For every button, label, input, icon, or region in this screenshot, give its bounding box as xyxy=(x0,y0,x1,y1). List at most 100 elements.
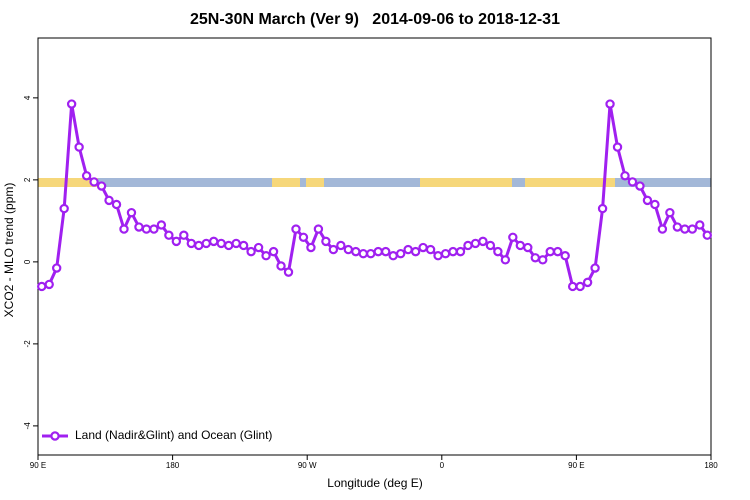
x-tick-label: 90 E xyxy=(568,461,584,470)
point xyxy=(141,224,152,234)
point xyxy=(418,242,428,253)
point xyxy=(104,195,114,206)
point xyxy=(186,238,196,249)
point xyxy=(81,171,92,181)
chart-title: 25N-30N March (Ver 9) 2014-09-06 to 2018… xyxy=(190,11,560,28)
point xyxy=(687,224,698,234)
point xyxy=(395,248,406,259)
point xyxy=(455,246,466,257)
point xyxy=(575,281,585,292)
point xyxy=(44,279,54,290)
point xyxy=(665,207,675,218)
point xyxy=(373,246,383,257)
x-tick-label: 180 xyxy=(166,461,180,470)
point xyxy=(201,238,211,249)
point xyxy=(268,246,279,257)
point xyxy=(657,224,668,234)
y-tick-label: -2 xyxy=(23,340,32,348)
x-tick-label: 90 W xyxy=(298,461,317,470)
point xyxy=(612,142,623,152)
point xyxy=(410,246,421,257)
x-tick-label: 0 xyxy=(440,461,445,470)
point xyxy=(313,224,324,234)
point xyxy=(111,199,122,210)
point xyxy=(223,240,234,251)
point xyxy=(328,244,339,255)
point xyxy=(343,244,354,255)
point xyxy=(134,222,144,232)
point xyxy=(553,246,563,257)
point xyxy=(298,232,309,242)
point xyxy=(231,238,241,249)
point xyxy=(433,251,443,261)
point xyxy=(567,281,578,292)
point xyxy=(246,246,256,257)
point xyxy=(650,199,660,210)
point xyxy=(276,261,286,271)
point xyxy=(261,251,271,261)
point xyxy=(485,240,496,251)
point xyxy=(530,253,540,263)
point xyxy=(508,232,518,242)
point xyxy=(336,240,346,251)
point xyxy=(515,240,526,251)
y-tick-label: 4 xyxy=(23,95,32,100)
point xyxy=(448,246,458,257)
point xyxy=(403,244,413,255)
point xyxy=(37,281,47,292)
point xyxy=(695,220,705,230)
point xyxy=(388,251,398,261)
y-tick-label: 2 xyxy=(23,177,32,182)
legend-marker xyxy=(50,431,60,441)
point xyxy=(216,238,226,249)
point xyxy=(179,230,189,240)
point xyxy=(500,255,511,265)
point xyxy=(74,142,84,152)
point xyxy=(672,222,683,232)
point xyxy=(440,248,451,259)
point xyxy=(126,207,137,218)
point xyxy=(493,246,503,257)
point xyxy=(642,195,653,206)
point xyxy=(478,236,488,247)
point xyxy=(425,244,436,255)
point xyxy=(164,230,174,240)
point xyxy=(149,224,159,234)
point xyxy=(358,248,368,259)
point xyxy=(209,236,219,247)
point xyxy=(89,177,99,187)
x-tick-label: 90 E xyxy=(30,461,46,470)
plot-frame xyxy=(37,37,712,456)
point xyxy=(156,220,167,230)
y-axis-label: XCO2 - MLO trend (ppm) xyxy=(2,183,16,318)
point xyxy=(381,246,391,257)
point xyxy=(51,263,62,273)
point xyxy=(680,224,690,234)
point xyxy=(582,277,593,288)
y-tick-label: -4 xyxy=(23,422,32,430)
point xyxy=(702,230,712,240)
point xyxy=(366,248,376,259)
legend-label: Land (Nadir&Glint) and Ocean (Glint) xyxy=(75,428,272,442)
point xyxy=(590,263,600,273)
x-axis-label: Longitude (deg E) xyxy=(327,476,422,490)
point xyxy=(171,236,182,247)
point xyxy=(538,255,548,265)
point xyxy=(96,181,107,191)
point xyxy=(620,171,630,181)
point xyxy=(119,224,129,234)
point xyxy=(59,203,69,214)
point xyxy=(545,246,555,257)
point xyxy=(253,242,264,253)
point xyxy=(283,267,294,277)
point xyxy=(306,242,316,253)
point xyxy=(627,177,638,187)
point xyxy=(194,240,204,251)
point xyxy=(523,242,533,253)
point xyxy=(597,203,608,214)
point xyxy=(605,99,615,109)
point xyxy=(66,99,77,109)
point xyxy=(635,181,645,191)
point xyxy=(321,236,331,247)
